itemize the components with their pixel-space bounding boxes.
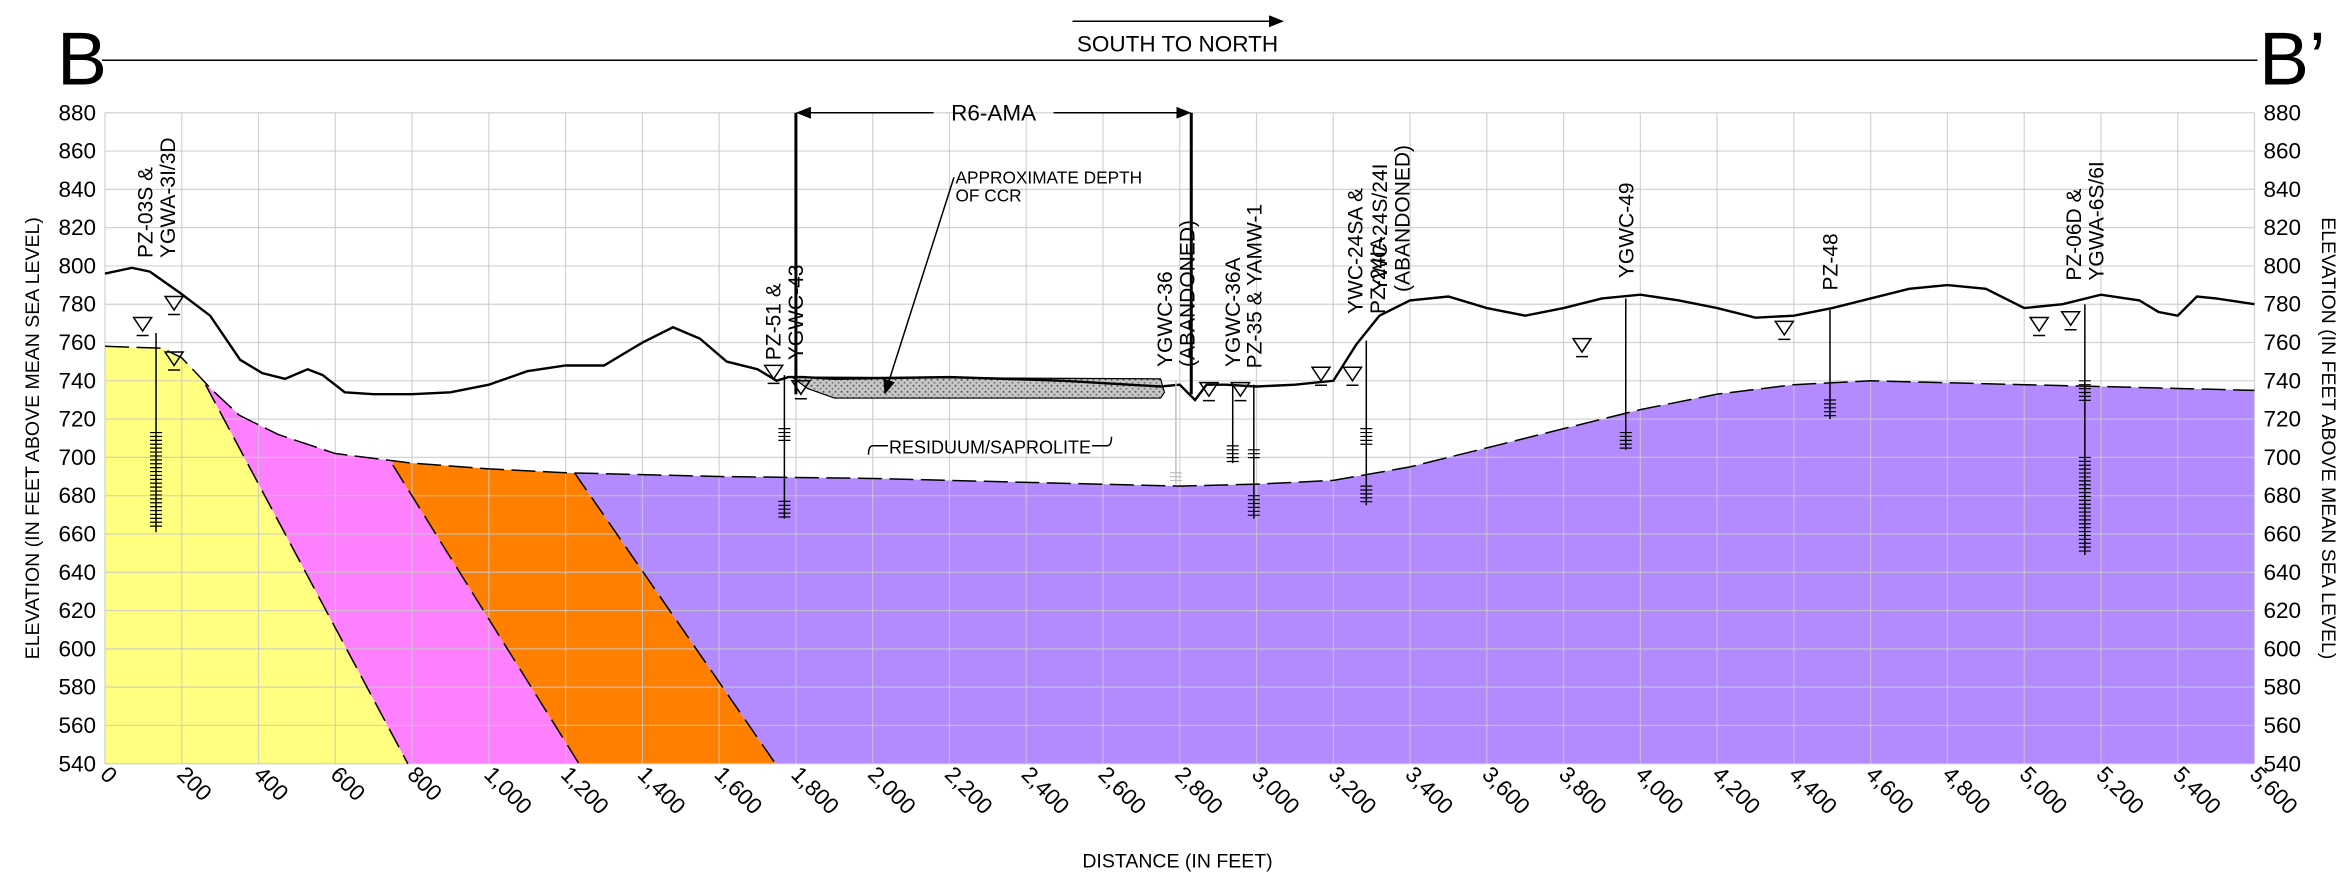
y-tick-label: 680 [2264,483,2302,508]
y-tick-label: 540 [58,751,96,776]
ccr-fill [792,377,1164,398]
water-level [1775,321,1793,339]
y-tick-label: 800 [58,253,96,278]
x-tick-label: 1,200 [556,762,613,819]
y-tick-label: 600 [2264,636,2302,661]
y-tick-label: 580 [58,675,96,700]
x-tick-label: 200 [172,762,216,806]
y-tick-label: 880 [2264,100,2302,125]
y-tick-label: 820 [2264,215,2302,240]
x-tick-label: 3,200 [1324,762,1381,819]
well-label: PZ-03S & [134,167,157,258]
y-tick-label: 600 [58,636,96,661]
water-level [2062,312,2080,330]
x-tick-label: 3,800 [1554,762,1611,819]
y-tick-label: 660 [2264,521,2302,546]
bracket-label: R6-AMA [951,100,1036,125]
water-level [2030,318,2048,336]
well-label: PZ-48 [1819,233,1842,290]
y-tick-label: 840 [2264,177,2302,202]
x-tick-label: 400 [249,762,293,806]
x-tick-label: 4,400 [1784,762,1841,819]
x-tick-label: 3,600 [1477,762,1534,819]
x-tick-label: 4,800 [1938,762,1995,819]
y-tick-label: 880 [58,100,96,125]
x-tick-label: 0 [95,762,122,789]
y-tick-label: 560 [58,713,96,738]
ccr-arrow [885,177,954,393]
well-label: PZ-35 & YAMW-1 [1243,204,1266,369]
y-tick-label: 620 [2264,598,2302,623]
well-label: YGWC-49 [1615,182,1638,278]
x-axis-label: DISTANCE (IN FEET) [1082,850,1272,872]
x-tick-label: 1,000 [479,762,536,819]
x-tick-label: 5,000 [2015,762,2072,819]
y-tick-label: 860 [2264,139,2302,164]
x-tick-label: 3,400 [1401,762,1458,819]
y-tick-label: 760 [58,330,96,355]
water-level [165,296,183,314]
y-axis-label: ELEVATION (IN FEET ABOVE MEAN SEA LEVEL) [22,217,44,659]
well-label: YGWA-3I/3D [157,137,180,258]
well-label: YGWC-43 [785,265,808,361]
y-tick-label: 580 [2264,675,2302,700]
ccr-label: OF CCR [956,185,1022,205]
well-label: YWC-24SA & [1345,188,1368,314]
well-label: PZ-06D & [2063,188,2086,280]
x-tick-label: 1,600 [710,762,767,819]
y-tick-label: 660 [58,521,96,546]
y-tick-label: 680 [58,483,96,508]
y-tick-label: 860 [58,139,96,164]
y-tick-label: 720 [58,407,96,432]
y-tick-label: 560 [2264,713,2302,738]
cross-section-chart: B B’ SOUTH TO NORTH DISTANCE (IN FEET) E… [0,0,2352,878]
water-level [1573,339,1591,357]
x-tick-label: 4,000 [1631,762,1688,819]
water-level [1343,367,1361,385]
well-label: YGWA-6S/6I [2086,161,2109,280]
y-tick-label: 780 [58,292,96,317]
y-tick-label: 800 [2264,253,2302,278]
section-letter: B [57,16,107,100]
section-letter: B’ [2259,16,2326,100]
well-label: (ABANDONED) [1177,220,1200,367]
well-label: YWC-24S/24I [1369,164,1392,292]
x-tick-label: 4,200 [1708,762,1765,819]
y-tick-label: 740 [58,368,96,393]
x-tick-label: 3,000 [1247,762,1304,819]
x-tick-label: 2,400 [1017,762,1074,819]
well-label: (ABANDONED) [1392,145,1415,292]
x-tick-label: 2,200 [940,762,997,819]
x-tick-label: 2,800 [1170,762,1227,819]
y-tick-label: 640 [2264,560,2302,585]
residuum-label: RESIDUUM/SAPROLITE [889,437,1091,457]
well-label: PZ-51 & [763,283,786,360]
x-tick-label: 4,600 [1861,762,1918,819]
x-tick-label: 1,400 [633,762,690,819]
x-tick-label: 2,600 [1093,762,1150,819]
y-tick-label: 620 [58,598,96,623]
y-tick-label: 720 [2264,407,2302,432]
y-tick-label: 740 [2264,368,2302,393]
y-tick-label: 760 [2264,330,2302,355]
y-axis-label: ELEVATION (IN FEET ABOVE MEAN SEA LEVEL) [2317,217,2339,659]
y-tick-label: 640 [58,560,96,585]
direction-label: SOUTH TO NORTH [1077,31,1278,56]
x-tick-label: 1,800 [786,762,843,819]
x-tick-label: 5,400 [2168,762,2225,819]
well-label: YGWC-36 [1154,271,1177,367]
y-tick-label: 700 [58,445,96,470]
y-tick-label: 820 [58,215,96,240]
y-tick-label: 780 [2264,292,2302,317]
water-level [134,318,152,336]
y-tick-label: 700 [2264,445,2302,470]
y-tick-label: 840 [58,177,96,202]
x-tick-label: 600 [326,762,370,806]
well-label: YGWC-36A [1222,257,1245,367]
x-tick-label: 2,000 [863,762,920,819]
x-tick-label: 5,200 [2091,762,2148,819]
x-tick-label: 800 [403,762,447,806]
